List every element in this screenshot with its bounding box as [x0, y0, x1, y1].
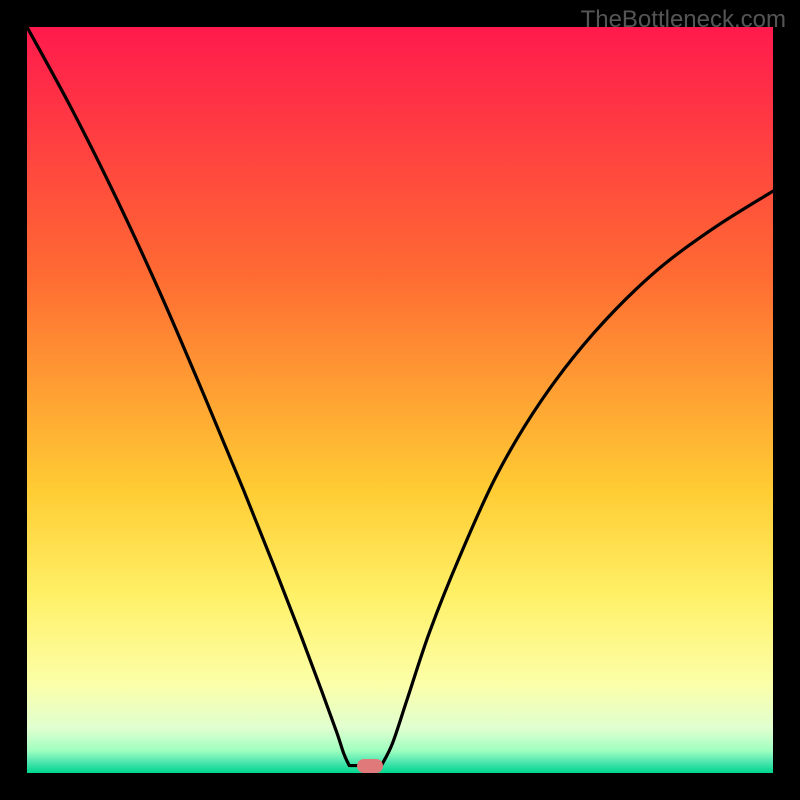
bottleneck-curve	[0, 0, 800, 800]
watermark-text: TheBottleneck.com	[581, 6, 786, 34]
optimal-point-marker	[357, 759, 383, 773]
curve-path	[27, 27, 773, 766]
